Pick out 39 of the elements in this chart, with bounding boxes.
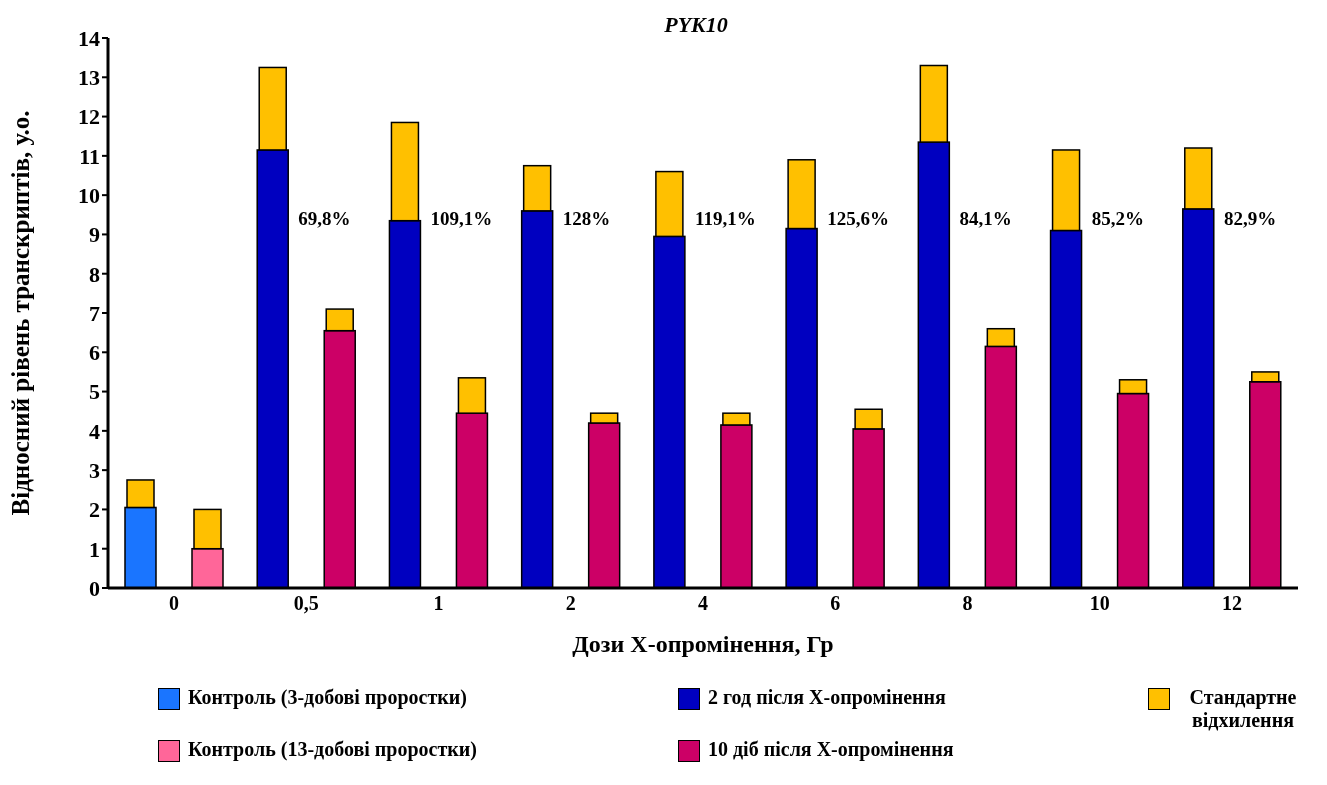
annotation: 84,1% bbox=[959, 208, 1012, 229]
annotation: 119,1% bbox=[695, 208, 756, 229]
annotation: 82,9% bbox=[1223, 208, 1277, 229]
annotation: 128% bbox=[562, 208, 611, 229]
annotation: 125,6% bbox=[827, 208, 889, 229]
y-tick-label: 14 bbox=[78, 25, 100, 51]
x-tick-label: 6 bbox=[830, 592, 841, 615]
annotation: 85,2% bbox=[1091, 208, 1144, 229]
y-tick-label: 2 bbox=[89, 497, 100, 523]
x-tick-label: 12 bbox=[1221, 592, 1242, 615]
legend-label: 10 діб після Х-опромінення bbox=[708, 738, 954, 761]
x-tick-label: 0 bbox=[169, 592, 180, 615]
x-tick-label: 4 bbox=[698, 592, 708, 615]
y-tick-label: 1 bbox=[89, 536, 100, 562]
y-tick-label: 7 bbox=[89, 300, 100, 326]
y-tick-label: 10 bbox=[78, 182, 100, 208]
y-tick-label: 9 bbox=[89, 222, 100, 248]
legend-label: Контроль (3-добові проростки) bbox=[188, 686, 467, 709]
x-tick-label: 8 bbox=[962, 592, 973, 615]
annotation: 109,1% bbox=[430, 208, 493, 229]
y-tick-label: 6 bbox=[89, 340, 100, 366]
y-axis-title: Відносний рівень транскриптів, у.о. bbox=[6, 110, 34, 516]
legend-label: Контроль (13-добові проростки) bbox=[188, 738, 477, 761]
annotation: 69,8% bbox=[298, 208, 351, 229]
chart-title: PYK10 bbox=[663, 12, 728, 37]
y-tick-label: 3 bbox=[89, 457, 100, 483]
x-tick-label: 1 bbox=[433, 592, 444, 615]
y-tick-label: 5 bbox=[89, 379, 100, 405]
legend-label: 2 год після Х-опромінення bbox=[708, 686, 946, 709]
y-tick-label: 4 bbox=[89, 418, 100, 444]
x-axis-title: Дози Х-опромінення, Гр bbox=[572, 631, 834, 657]
legend-label: Стандартне відхилення bbox=[1188, 686, 1298, 732]
x-tick-label: 2 bbox=[565, 592, 576, 615]
y-tick-label: 13 bbox=[78, 65, 100, 91]
y-tick-label: 12 bbox=[78, 104, 100, 130]
y-tick-label: 8 bbox=[89, 261, 100, 287]
y-tick-label: 11 bbox=[79, 143, 100, 169]
x-tick-label: 0,5 bbox=[293, 592, 319, 615]
x-tick-label: 10 bbox=[1089, 592, 1110, 615]
